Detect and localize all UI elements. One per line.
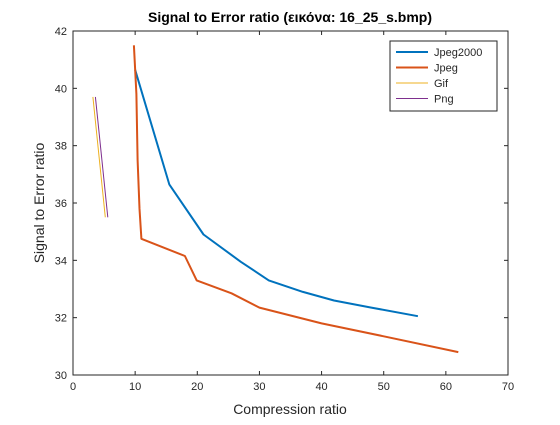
x-tick-label: 70: [502, 381, 514, 393]
y-tick-label: 30: [55, 370, 67, 382]
x-tick-label: 10: [129, 381, 141, 393]
legend-label-gif: Gif: [434, 78, 449, 90]
x-tick-label: 30: [253, 381, 265, 393]
x-axis-label: Compression ratio: [233, 401, 347, 417]
legend-label-png: Png: [434, 94, 454, 106]
y-tick-label: 42: [55, 26, 67, 38]
series-layer: [92, 45, 459, 354]
x-tick-label: 0: [70, 381, 76, 393]
y-axis-label: Signal to Error ratio: [31, 142, 47, 263]
y-tick-label: 38: [55, 141, 67, 153]
series-line-gif: [92, 96, 106, 218]
legend: Jpeg2000 Jpeg Gif Png: [389, 40, 498, 112]
x-tick-label: 20: [191, 381, 203, 393]
y-tick-label: 32: [55, 313, 67, 325]
x-tick-label: 40: [315, 381, 327, 393]
y-ticks: 30 32 34 36 38 40 42: [55, 26, 508, 382]
chart-title: Signal to Error ratio (εικόνα: 16_25_s.b…: [148, 9, 432, 25]
legend-label-jpeg: Jpeg: [434, 63, 458, 75]
x-tick-label: 50: [378, 381, 390, 393]
series-line-jpeg2000: [134, 69, 419, 318]
y-tick-label: 40: [55, 83, 67, 95]
x-ticks: 0 10 20 30 40 50 60 70: [70, 31, 514, 393]
y-tick-label: 34: [55, 255, 67, 267]
series-line-jpeg: [132, 45, 459, 354]
series-line-png: [94, 96, 109, 218]
y-tick-label: 36: [55, 198, 67, 210]
legend-label-jpeg2000: Jpeg2000: [434, 47, 482, 59]
x-tick-label: 60: [440, 381, 452, 393]
